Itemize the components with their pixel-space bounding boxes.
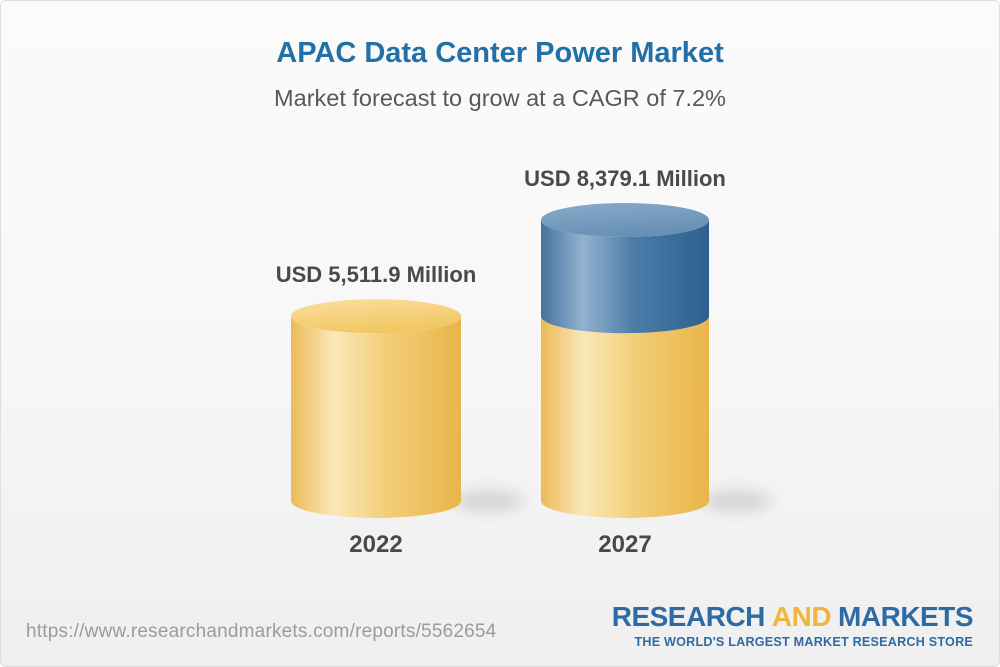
value-label-2027: USD 8,379.1 Million	[524, 166, 726, 191]
page-title: APAC Data Center Power Market	[276, 37, 724, 69]
brand-word-research: RESEARCH	[611, 601, 766, 632]
source-url: https://www.researchandmarkets.com/repor…	[26, 621, 497, 642]
page-subtitle: Market forecast to grow at a CAGR of 7.2…	[274, 85, 726, 111]
brand-word-markets: MARKETS	[838, 601, 973, 632]
axis-label-2022: 2022	[349, 531, 403, 558]
brand-logo-wordmark: RESEARCH AND MARKETS	[611, 601, 974, 632]
brand-tagline: THE WORLD'S LARGEST MARKET RESEARCH STOR…	[634, 635, 973, 650]
axis-label-2027: 2027	[598, 531, 652, 558]
brand-word-and: AND	[771, 601, 832, 632]
brand-logo: RESEARCH AND MARKETS THE WORLD'S LARGEST M…	[611, 601, 974, 650]
value-label-2022: USD 5,511.9 Million	[275, 262, 477, 287]
